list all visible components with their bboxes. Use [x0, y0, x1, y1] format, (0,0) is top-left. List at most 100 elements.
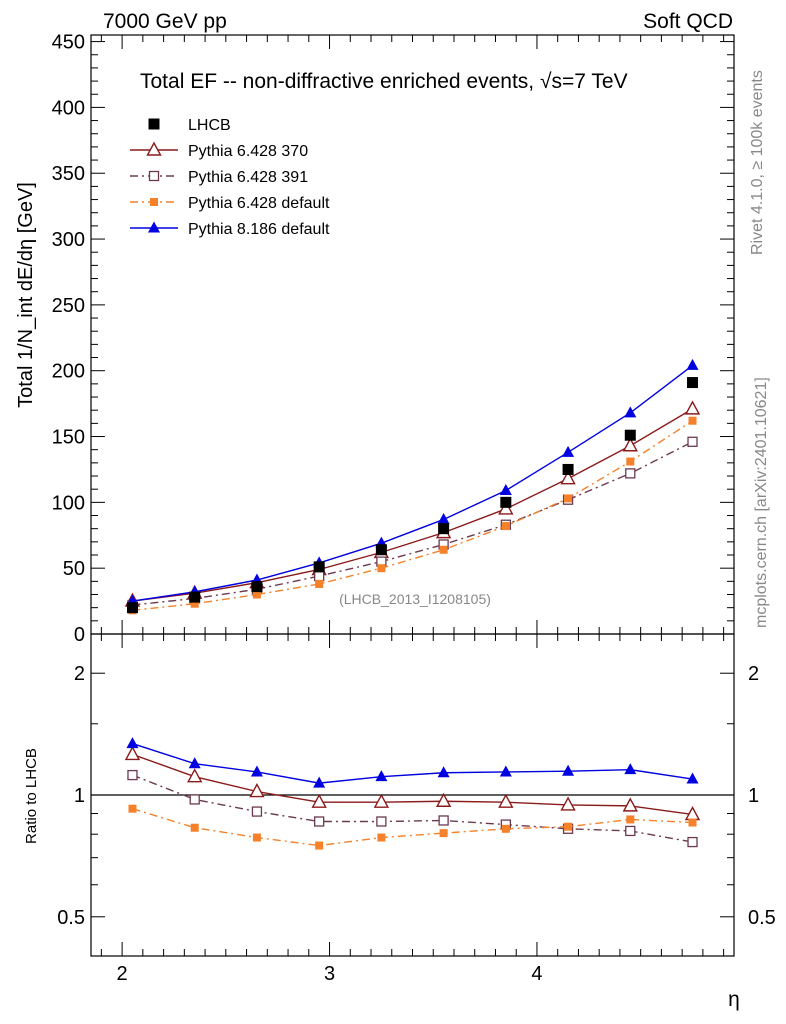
main-point-pythia-6-428-default	[315, 579, 324, 588]
ratio-x-tick-label: 4	[531, 963, 542, 985]
main-line-pythia-6-428-391	[132, 441, 693, 606]
main-line-pythia-6-428-370	[132, 408, 693, 602]
ratio-line-pythia-6-428-default	[132, 808, 693, 847]
main-y-tick-label: 450	[52, 32, 85, 54]
legend-marker-pythia-6-428-391	[148, 170, 160, 182]
main-point-pythia-6-428-370	[498, 500, 514, 515]
ratio-point-pythia-6-428-default	[377, 833, 386, 842]
mcplots-label: mcplots.cern.ch [arXiv:2401.10621]	[753, 377, 770, 628]
legend-marker-pythia-6-428-default	[150, 198, 158, 206]
ratio-point-pythia-6-428-default	[128, 804, 137, 813]
legend-marker-pythia-6-428-370	[146, 141, 162, 156]
main-series-group	[124, 358, 701, 615]
legend-label-pythia-8-186-default: Pythia 8.186 default	[188, 221, 330, 238]
ratio-point-pythia-6-428-370	[435, 792, 452, 807]
ratio-series-group	[124, 737, 701, 850]
ratio-y-tick-label: 1	[74, 785, 85, 807]
ratio-point-pythia-6-428-default	[439, 829, 448, 838]
analysis-watermark: (LHCB_2013_I1208105)	[339, 591, 491, 607]
main-y-tick-label: 400	[52, 97, 85, 119]
main-y-tick-label: 350	[52, 163, 85, 185]
header-right: Soft QCD	[643, 10, 733, 33]
main-point-lhcb	[126, 602, 138, 614]
ratio-line-pythia-6-428-370	[132, 753, 693, 816]
legend-label-lhcb: LHCB	[188, 117, 231, 134]
ratio-point-pythia-6-428-default	[688, 818, 697, 827]
main-point-pythia-6-428-default	[377, 564, 386, 573]
ratio-point-pythia-8-186-default	[126, 737, 139, 749]
ratio-point-pythia-6-428-391	[314, 816, 325, 827]
legend-label-pythia-6-428-default: Pythia 6.428 default	[188, 195, 330, 212]
ratio-point-pythia-8-186-default	[437, 766, 450, 778]
main-point-pythia-6-428-default	[252, 590, 261, 599]
ratio-point-pythia-6-428-default	[501, 824, 510, 833]
ratio-point-pythia-6-428-370	[187, 768, 203, 783]
main-point-pythia-6-428-default	[626, 457, 635, 466]
ratio-y-tick-label-right: 0.5	[748, 907, 776, 929]
main-y-tick-label: 100	[52, 492, 85, 514]
main-y-tick-label: 200	[52, 361, 85, 383]
ratio-point-pythia-6-428-391	[376, 816, 387, 827]
ratio-point-pythia-6-428-391	[687, 836, 698, 848]
ratio-point-pythia-6-428-default	[315, 841, 324, 850]
main-point-pythia-6-428-default	[501, 522, 510, 531]
header-left: 7000 GeV pp	[103, 10, 227, 33]
main-point-pythia-8-186-default	[437, 512, 450, 524]
ratio-point-pythia-6-428-default	[564, 822, 573, 831]
main-point-lhcb	[251, 581, 263, 593]
main-point-pythia-6-428-default	[190, 599, 199, 608]
ratio-point-pythia-6-428-370	[498, 793, 514, 808]
x-axis-label: η	[728, 988, 740, 1011]
ratio-point-pythia-6-428-370	[311, 793, 327, 808]
ratio-point-pythia-6-428-default	[252, 833, 261, 842]
main-y-tick-label: 50	[63, 558, 85, 580]
main-point-pythia-6-428-default	[564, 494, 573, 503]
ratio-axis-ticks: 2 3 4 0.5 0.5 1 1 2 2	[57, 634, 776, 985]
main-point-pythia-6-428-default	[688, 416, 697, 425]
main-point-lhcb	[189, 591, 201, 603]
ratio-point-pythia-6-428-370	[124, 745, 141, 761]
ratio-point-pythia-6-428-default	[190, 823, 199, 832]
ratio-point-pythia-8-186-default	[499, 765, 512, 777]
ratio-point-pythia-6-428-370	[373, 793, 390, 808]
main-y-tick-label: 0	[74, 624, 85, 646]
ratio-point-pythia-8-186-default	[250, 765, 263, 777]
ratio-point-pythia-6-428-391	[625, 825, 636, 837]
main-point-pythia-6-428-370	[684, 400, 701, 415]
ratio-y-tick-label: 0.5	[57, 907, 85, 929]
legend: LHCB Pythia 6.428 370 Pythia 6.428 391 Pyth…	[130, 117, 330, 238]
main-line-pythia-8-186-default	[132, 364, 693, 602]
legend-label-pythia-6-428-391: Pythia 6.428 391	[188, 169, 308, 186]
main-point-lhcb	[313, 561, 325, 573]
ratio-point-pythia-8-186-default	[624, 763, 637, 775]
ratio-point-pythia-6-428-391	[127, 769, 138, 781]
main-point-pythia-6-428-391	[314, 570, 325, 582]
main-point-pythia-8-186-default	[624, 406, 637, 418]
ratio-point-pythia-8-186-default	[562, 764, 575, 776]
ratio-y-tick-label-right: 2	[748, 663, 759, 685]
rivet-label: Rivet 4.1.0, ≥ 100k events	[749, 70, 766, 255]
main-point-lhcb	[624, 429, 636, 441]
main-line-pythia-6-428-default	[132, 420, 693, 611]
ratio-y-tick-label: 2	[74, 663, 85, 685]
main-y-tick-label: 300	[52, 229, 85, 251]
main-point-lhcb	[562, 463, 574, 475]
main-y-tick-label: 250	[52, 295, 85, 317]
main-point-pythia-6-428-370	[622, 437, 638, 452]
ratio-point-pythia-6-428-default	[626, 815, 635, 824]
ratio-point-pythia-8-186-default	[375, 770, 388, 782]
main-point-lhcb	[500, 496, 512, 508]
ratio-y-axis-label: Ratio to LHCB	[23, 748, 40, 844]
ratio-point-pythia-6-428-370	[622, 797, 638, 812]
main-point-pythia-8-186-default	[686, 358, 699, 370]
main-point-pythia-6-428-370	[560, 470, 576, 485]
main-axis-ticks: 0 50 100 150 200 250 300 350 400 450	[52, 32, 734, 646]
main-point-lhcb	[375, 544, 387, 556]
legend-label-pythia-6-428-370: Pythia 6.428 370	[188, 143, 308, 160]
main-y-axis-label: Total 1/N_int dE/dη [GeV]	[15, 182, 37, 408]
ratio-point-pythia-8-186-default	[313, 776, 326, 788]
main-point-pythia-8-186-default	[562, 445, 575, 457]
main-point-pythia-8-186-default	[499, 484, 512, 496]
ratio-x-tick-label: 3	[324, 963, 335, 985]
